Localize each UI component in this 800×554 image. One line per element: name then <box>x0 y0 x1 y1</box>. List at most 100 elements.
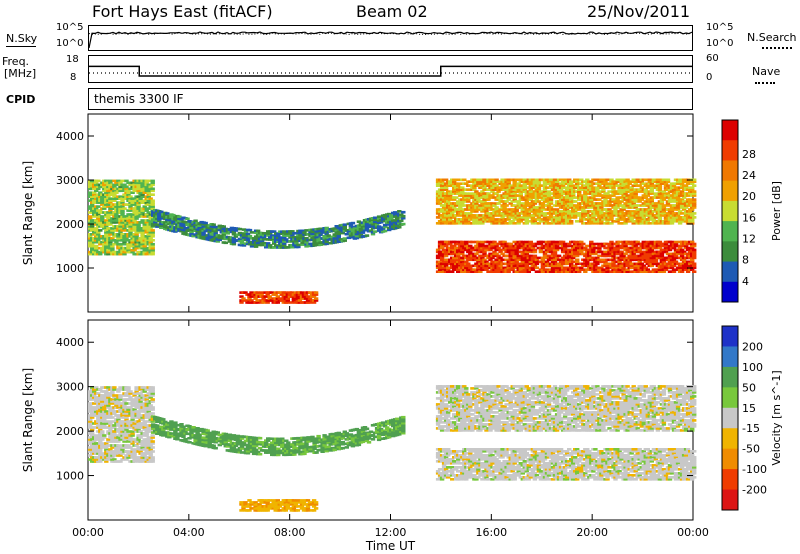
heatmap-cell <box>528 240 533 244</box>
heatmap-cell <box>639 250 644 254</box>
heatmap-cell <box>514 252 519 256</box>
heatmap-cell <box>623 242 628 246</box>
heatmap-cell <box>692 194 697 197</box>
heatmap-cell <box>346 230 351 234</box>
heatmap-cell <box>637 248 642 252</box>
freq-unit-label: [MHz] <box>4 67 37 80</box>
heatmap-cell <box>130 203 135 206</box>
heatmap-cell <box>282 244 287 247</box>
heatmap-cell <box>136 231 141 234</box>
heatmap-cell <box>564 266 570 270</box>
heatmap-cell <box>625 204 630 207</box>
heatmap-cell <box>272 242 277 245</box>
heatmap-cell <box>623 244 628 248</box>
heatmap-cell <box>488 206 493 209</box>
heatmap-cell <box>540 206 546 209</box>
heatmap-cell <box>458 208 463 211</box>
heatmap-cell <box>669 210 675 213</box>
heatmap-cell <box>488 252 493 256</box>
heatmap-cell <box>629 210 634 213</box>
heatmap-cell <box>285 297 290 300</box>
heatmap-cell <box>647 180 652 183</box>
heatmap-cell <box>112 242 117 246</box>
heatmap-cell <box>307 301 313 304</box>
heatmap-cell <box>552 242 558 246</box>
colorbar-segment <box>722 180 738 202</box>
heatmap-cell <box>627 260 632 264</box>
heatmap-cell <box>635 218 640 221</box>
heatmap-cell <box>524 262 529 266</box>
heatmap-cell <box>500 258 505 262</box>
heatmap-cell <box>524 258 529 262</box>
heatmap-cell <box>460 186 465 189</box>
heatmap-cell <box>637 254 642 258</box>
heatmap-cell <box>108 193 113 196</box>
heatmap-cell <box>627 212 632 215</box>
heatmap-cell <box>464 260 469 264</box>
heatmap-cell <box>671 184 677 187</box>
heatmap-cell <box>247 234 253 238</box>
heatmap-cell <box>635 190 640 193</box>
heatmap-cell <box>518 266 523 270</box>
heatmap-cell <box>659 200 665 203</box>
heatmap-cell <box>518 250 523 254</box>
heatmap-cell <box>550 270 556 273</box>
heatmap-cell <box>94 229 99 232</box>
heatmap-cell <box>241 234 247 237</box>
heatmap-cell <box>132 219 137 222</box>
heatmap-cell <box>512 196 517 199</box>
heatmap-cell <box>571 260 576 264</box>
heatmap-cell <box>126 248 131 252</box>
heatmap-cell <box>593 214 598 217</box>
heatmap-cell <box>688 202 693 205</box>
heatmap-cell <box>304 237 309 240</box>
heatmap-cell <box>690 240 695 244</box>
heatmap-cell <box>239 301 244 304</box>
heatmap-cell <box>189 224 194 227</box>
heatmap-cell <box>571 246 576 250</box>
heatmap-cell <box>581 206 586 209</box>
heatmap-cell <box>589 184 594 187</box>
heatmap-cell <box>263 295 268 298</box>
heatmap-cell <box>128 221 133 224</box>
heatmap-cell <box>136 181 141 185</box>
heatmap-cell <box>126 246 131 250</box>
heatmap-cell <box>110 244 115 248</box>
heatmap-cell <box>641 182 646 185</box>
heatmap-cell <box>460 248 465 252</box>
heatmap-cell <box>607 208 612 211</box>
heatmap-cell <box>474 210 479 213</box>
heatmap-cell <box>146 199 151 202</box>
heatmap-cell <box>468 216 473 219</box>
heatmap-cell <box>492 204 497 207</box>
heatmap-cell <box>619 188 624 191</box>
heatmap-cell <box>443 220 449 223</box>
heatmap-cell <box>540 208 546 211</box>
heatmap-cell <box>528 254 533 258</box>
heatmap-cell <box>446 196 451 199</box>
heatmap-cell <box>460 202 465 205</box>
heatmap-cell <box>482 266 487 270</box>
heatmap-cell <box>587 186 592 189</box>
heatmap-cell <box>571 266 576 270</box>
heatmap-cell <box>623 192 628 195</box>
heatmap-cell <box>528 242 533 246</box>
heatmap-cell <box>290 230 295 233</box>
heatmap-cell <box>538 210 544 213</box>
heatmap-cell <box>681 196 687 199</box>
heatmap-cell <box>486 216 491 219</box>
heatmap-cell <box>482 186 487 189</box>
heatmap-cell <box>88 450 93 453</box>
heatmap-cell <box>364 226 370 229</box>
heatmap-cell <box>617 262 622 266</box>
heatmap-cell <box>104 233 109 236</box>
heatmap-cell <box>685 270 691 273</box>
heatmap-cell <box>690 246 695 250</box>
heatmap-cell <box>456 200 461 203</box>
heatmap-cell <box>458 222 463 225</box>
heatmap-cell <box>619 258 624 262</box>
nsearch-tick-top: 10^5 <box>706 22 734 33</box>
heatmap-cell <box>207 230 212 234</box>
heatmap-cell <box>150 252 155 256</box>
heatmap-cell <box>324 232 329 236</box>
